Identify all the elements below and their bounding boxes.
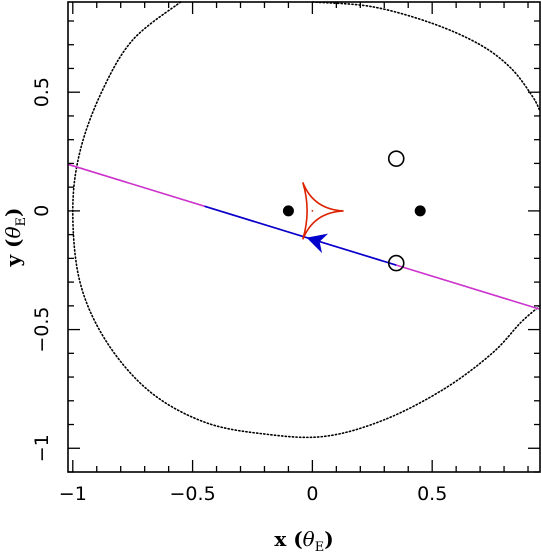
x-axis-title-main: x ( bbox=[274, 527, 302, 551]
plot-markers bbox=[282, 150, 426, 272]
y-tick-label-2: 0 bbox=[31, 205, 53, 217]
critical-curve bbox=[71, 1, 541, 439]
critical-curve-upper bbox=[311, 1, 541, 112]
lens-marker-2 bbox=[414, 205, 426, 217]
x-tick-label-2: 0 bbox=[306, 483, 318, 505]
x-axis-title: x (θE) bbox=[274, 527, 333, 555]
caustic bbox=[302, 182, 344, 240]
y-axis-title-close: ) bbox=[1, 207, 25, 216]
y-tick-label-3: 0.5 bbox=[31, 77, 53, 107]
trajectory-segment bbox=[204, 205, 397, 266]
image-marker-2 bbox=[387, 254, 405, 272]
x-axis-title-symbol: θ bbox=[303, 527, 315, 551]
y-tick-label-1: −0.5 bbox=[31, 307, 53, 353]
x-tick-label-0: −1 bbox=[59, 483, 87, 505]
x-axis-title-close: ) bbox=[324, 527, 333, 551]
y-axis-title-main: y ( bbox=[1, 238, 25, 267]
plot-frame bbox=[67, 1, 541, 473]
image-marker-1 bbox=[387, 150, 405, 167]
y-axis-title: y (θE) bbox=[1, 207, 29, 267]
x-axis-title-sub: E bbox=[315, 540, 325, 555]
y-axis-title-symbol: θ bbox=[1, 226, 25, 238]
y-axis-title-sub: E bbox=[14, 217, 29, 227]
y-tick-label-0: −1 bbox=[31, 434, 53, 462]
direction-arrow bbox=[306, 233, 329, 254]
x-tick-label-1: −0.5 bbox=[170, 483, 216, 505]
lens-marker-1 bbox=[282, 205, 294, 217]
plot-curves bbox=[67, 1, 541, 439]
x-tick-label-3: 0.5 bbox=[417, 483, 447, 505]
caustic-center bbox=[311, 209, 314, 212]
axis-ticks: −1 −0.5 0 0.5 −1 −0.5 0 0.5 bbox=[31, 2, 540, 505]
